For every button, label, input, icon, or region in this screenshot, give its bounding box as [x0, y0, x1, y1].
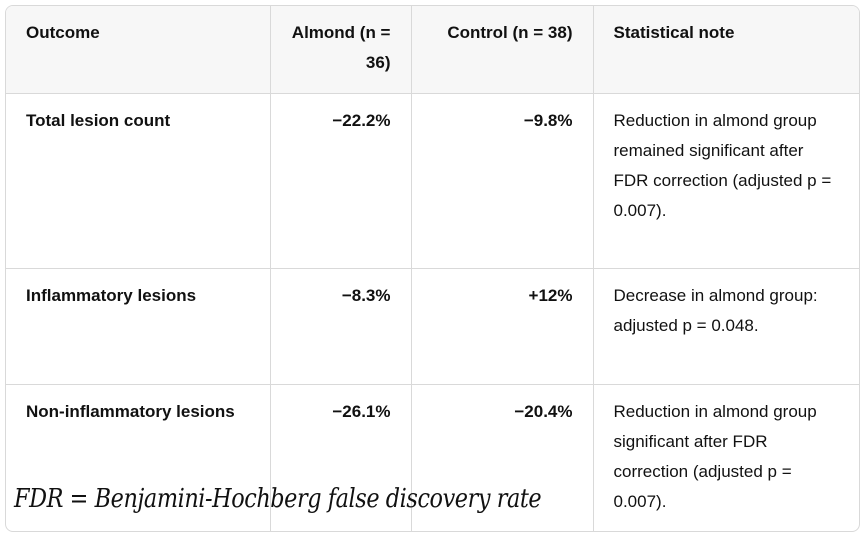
- outcome-cell: Total lesion count: [6, 93, 271, 269]
- table-header: Outcome Almond (n = 36) Control (n = 38)…: [6, 6, 859, 94]
- table-row: Non-inflammatory lesions −26.1% −20.4% R…: [6, 384, 859, 531]
- note-cell: Reduction in almond group significant af…: [613, 401, 817, 511]
- control-cell: −9.8%: [411, 93, 594, 269]
- header-outcome: Outcome: [6, 6, 271, 94]
- header-almond: Almond (n = 36): [270, 6, 412, 94]
- outcome-cell: Non-inflammatory lesions: [6, 384, 271, 531]
- almond-cell: −8.3%: [270, 268, 412, 385]
- outcome-cell: Inflammatory lesions: [6, 268, 271, 385]
- note-cell: Reduction in almond group remained signi…: [593, 93, 859, 269]
- almond-cell: −26.1%: [270, 384, 412, 531]
- header-control: Control (n = 38): [411, 6, 594, 94]
- control-cell: +12%: [411, 268, 594, 385]
- header-statistical-note: Statistical note: [593, 6, 859, 94]
- note-cell: Decrease in almond group: adjusted p = 0…: [593, 268, 859, 385]
- table-row: Inflammatory lesions −8.3% +12% Decrease…: [6, 268, 859, 385]
- control-cell: −20.4%: [411, 384, 594, 531]
- table-body: Total lesion count −22.2% −9.8% Reductio…: [6, 93, 859, 531]
- almond-cell: −22.2%: [270, 93, 412, 269]
- results-table-container: Outcome Almond (n = 36) Control (n = 38)…: [5, 5, 860, 532]
- header-row: Outcome Almond (n = 36) Control (n = 38)…: [6, 6, 859, 94]
- handwritten-footnote: FDR = Benjamini-Hochberg false discovery…: [14, 484, 542, 514]
- table-row: Total lesion count −22.2% −9.8% Reductio…: [6, 93, 859, 269]
- results-table: Outcome Almond (n = 36) Control (n = 38)…: [6, 6, 859, 531]
